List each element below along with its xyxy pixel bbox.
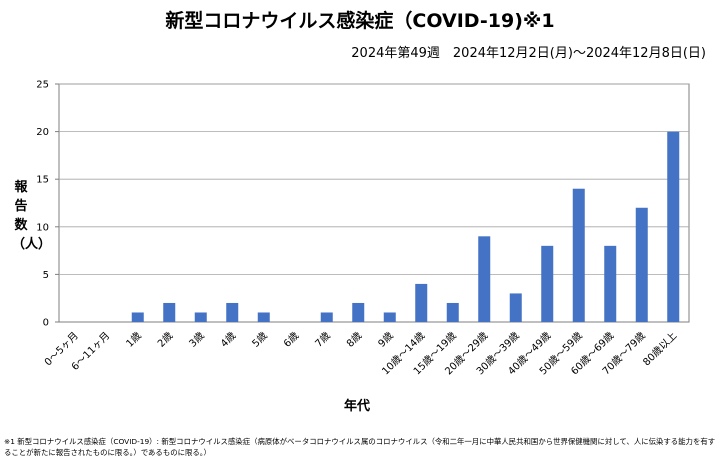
chart-subtitle: 2024年第49週 2024年12月2日(月)～2024年12月8日(日) bbox=[351, 46, 706, 61]
footnote: ※1 新型コロナウイルス感染症（COVID-19）: 新型コロナウイルス感染症（… bbox=[4, 437, 716, 457]
x-tick-label: 3歳 bbox=[187, 330, 207, 350]
y-tick-label: 15 bbox=[36, 175, 49, 186]
bar bbox=[478, 236, 491, 322]
x-axis-label: 年代 bbox=[344, 398, 370, 414]
x-tick-label: 2歳 bbox=[155, 330, 175, 350]
x-tick-label: 4歳 bbox=[218, 330, 238, 350]
y-tick-label: 5 bbox=[43, 270, 49, 281]
x-tick-label: 5歳 bbox=[250, 330, 270, 350]
plot-area bbox=[58, 83, 690, 323]
y-tick-label: 10 bbox=[36, 222, 49, 233]
bar bbox=[604, 245, 617, 322]
bar bbox=[667, 131, 680, 322]
x-tick-label: 9歳 bbox=[376, 330, 396, 350]
x-tick-label: 80歳以上 bbox=[641, 330, 680, 369]
x-tick-label: 1歳 bbox=[124, 330, 144, 350]
bar bbox=[541, 245, 554, 322]
bar bbox=[509, 293, 522, 322]
bar bbox=[446, 302, 459, 322]
x-tick-label: 6歳 bbox=[281, 330, 301, 350]
bar bbox=[320, 312, 333, 322]
bar bbox=[257, 312, 270, 322]
bar bbox=[415, 283, 428, 322]
x-tick-label: 8歳 bbox=[344, 330, 364, 350]
bar bbox=[194, 312, 207, 322]
bar bbox=[572, 188, 585, 322]
bar bbox=[383, 312, 396, 322]
chart-title: 新型コロナウイルス感染症（COVID-19)※1 bbox=[165, 10, 555, 32]
y-tick-label: 20 bbox=[36, 127, 49, 138]
bar bbox=[226, 302, 239, 322]
bar bbox=[131, 312, 144, 322]
y-tick-label: 0 bbox=[43, 318, 49, 329]
x-tick-label: 7歳 bbox=[313, 330, 333, 350]
bar bbox=[352, 302, 365, 322]
y-tick-label: 25 bbox=[36, 80, 49, 91]
bar bbox=[635, 207, 648, 322]
bar bbox=[163, 302, 176, 322]
